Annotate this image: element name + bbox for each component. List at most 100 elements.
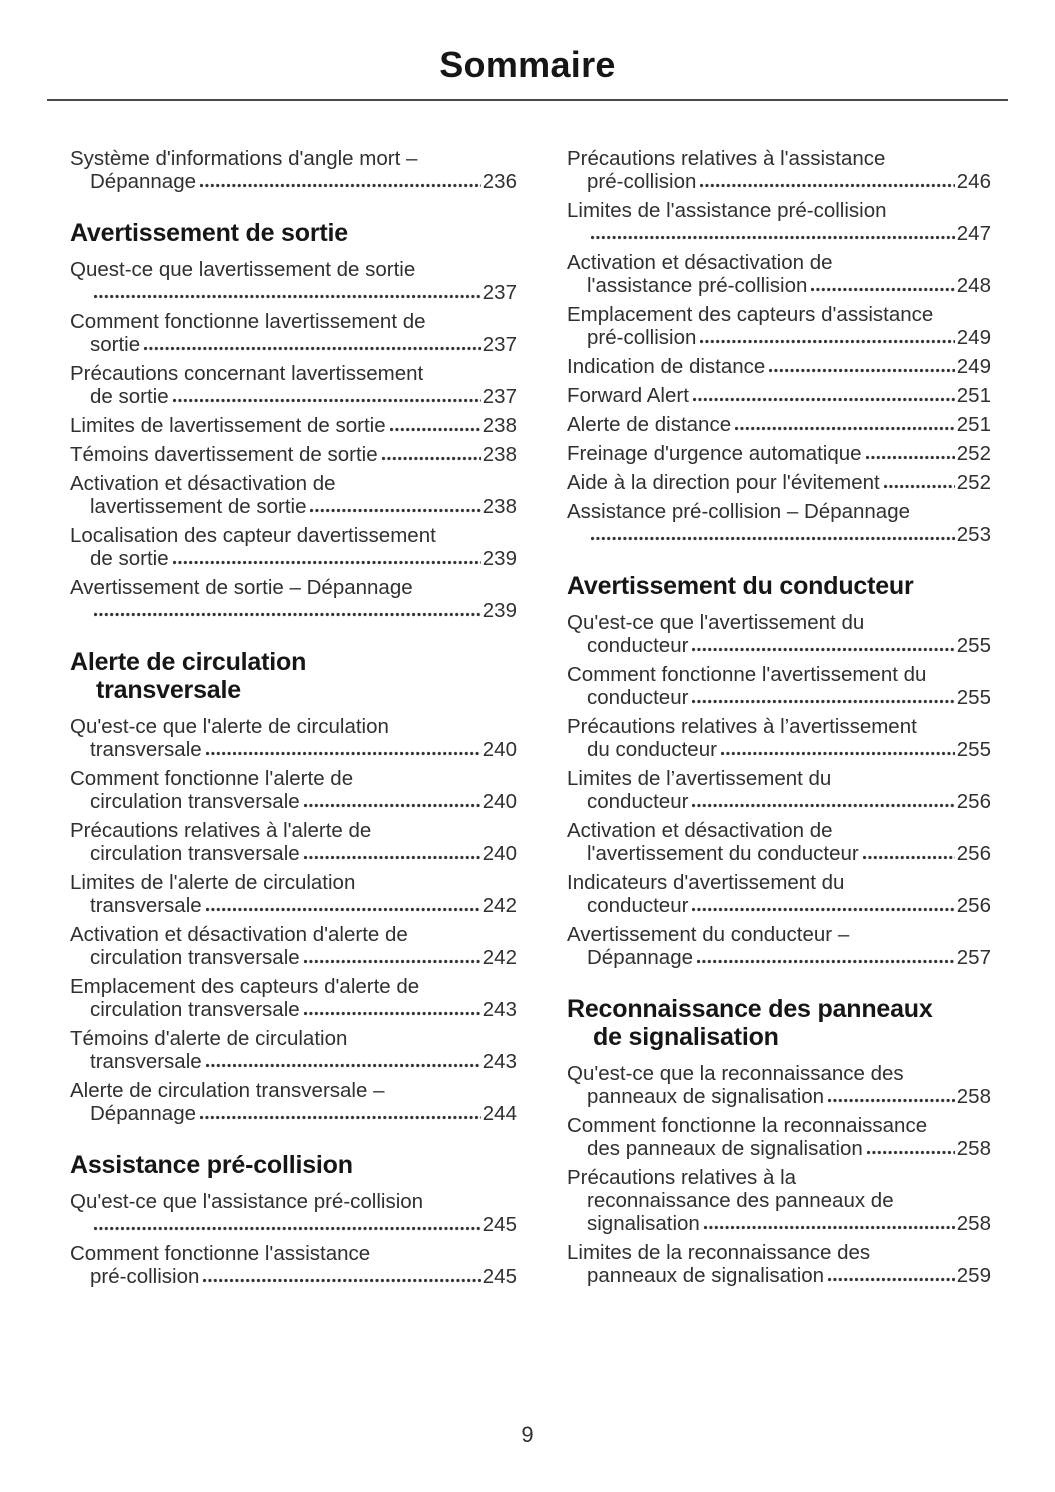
toc-entry-line: Activation et désactivation de <box>70 472 336 495</box>
toc-column-right: Précautions relatives à l'assistance pré-… <box>567 147 991 1294</box>
toc-entry[interactable]: Freinage d'urgence automatique 252 <box>567 442 991 465</box>
section-heading: Alerte de circulation transversale <box>70 648 517 704</box>
toc-entry[interactable]: Activation et désactivation de l'assistan… <box>567 251 991 297</box>
toc-entry-line: Limites de lavertissement de sortie 238 <box>70 414 517 437</box>
dot-leader <box>700 337 955 346</box>
toc-entry[interactable]: Précautions relatives à la reconnaissance… <box>567 1166 991 1235</box>
toc-entry[interactable]: Activation et désactivation d'alerte de c… <box>70 923 517 969</box>
toc-entry[interactable]: Aide à la direction pour l'évitement 252 <box>567 471 991 494</box>
entry-title: panneaux de signalisation <box>587 1085 825 1108</box>
toc-entry[interactable]: Localisation des capteur davertissement d… <box>70 524 517 570</box>
toc-entry[interactable]: Qu'est-ce que l'avertissement du conducte… <box>567 611 991 657</box>
dot-leader <box>172 558 481 567</box>
dot-leader <box>205 905 481 914</box>
toc-entry-line: Comment fonctionne lavertissement de <box>70 310 426 333</box>
entry-title: transversale <box>90 738 202 761</box>
entry-title: lavertissement de sortie <box>90 495 307 518</box>
toc-entry[interactable]: Forward Alert 251 <box>567 384 991 407</box>
toc-entry[interactable]: Emplacement des capteurs d'alerte de circ… <box>70 975 517 1021</box>
toc-entry-line: l'assistance pré-collision 248 <box>567 274 991 297</box>
toc-entry[interactable]: Comment fonctionne lavertissement de sort… <box>70 310 517 356</box>
toc-entry[interactable]: Précautions relatives à l’avertissement d… <box>567 715 991 761</box>
entry-title: Aide à la direction pour l'évitement <box>567 471 880 494</box>
toc-entry[interactable]: Précautions relatives à l'assistance pré-… <box>567 147 991 193</box>
entry-page-number: 252 <box>956 442 991 465</box>
toc-entry-line: Avertissement du conducteur – <box>567 923 850 946</box>
entry-page-number: 237 <box>482 333 517 356</box>
entry-page-number: 238 <box>482 414 517 437</box>
toc-entry-line: signalisation 258 <box>567 1212 991 1235</box>
entry-title: de sortie <box>90 385 169 408</box>
toc-entry-line: Indication de distance 249 <box>567 355 991 378</box>
entry-page-number: 239 <box>482 547 517 570</box>
toc-entry[interactable]: Limites de l'alerte de circulation transv… <box>70 871 517 917</box>
toc-entry[interactable]: Comment fonctionne l'assistance pré-colli… <box>70 1242 517 1288</box>
dot-leader <box>205 1061 481 1070</box>
toc-entry-line: Avertissement de sortie – Dépannage <box>70 576 413 599</box>
entry-title: conducteur <box>587 790 689 813</box>
dot-leader <box>769 366 955 375</box>
entry-page-number: 247 <box>956 222 991 245</box>
toc-entry[interactable]: Qu'est-ce que l'assistance pré-collision… <box>70 1190 517 1236</box>
dot-leader <box>303 853 481 862</box>
toc-entry[interactable]: Assistance pré-collision – Dépannage 253 <box>567 500 991 546</box>
toc-entry-line: Localisation des capteur davertissement <box>70 524 436 547</box>
entry-title: Freinage d'urgence automatique <box>567 442 862 465</box>
toc-entry-line: Quest-ce que lavertissement de sortie <box>70 258 416 281</box>
toc-entry[interactable]: Qu'est-ce que l'alerte de circulation tra… <box>70 715 517 761</box>
toc-entry[interactable]: Témoins d'alerte de circulation transvers… <box>70 1027 517 1073</box>
entry-page-number: 252 <box>956 471 991 494</box>
toc-entry-line: circulation transversale 240 <box>70 842 517 865</box>
toc-entry[interactable]: Témoins davertissement de sortie 238 <box>70 443 517 466</box>
entry-title: Forward Alert <box>567 384 689 407</box>
toc-entry[interactable]: Précautions concernant lavertissement de … <box>70 362 517 408</box>
dot-leader <box>862 853 955 862</box>
toc-entry[interactable]: Limites de la reconnaissance des panneaux… <box>567 1241 991 1287</box>
toc-entry[interactable]: Précautions relatives à l'alerte de circu… <box>70 819 517 865</box>
toc-entry-line: Dépannage 257 <box>567 946 991 969</box>
toc-entry-line: Indicateurs d'avertissement du <box>567 871 845 894</box>
toc-entry[interactable]: Activation et désactivation de lavertisse… <box>70 472 517 518</box>
toc-entry[interactable]: Avertissement du conducteur – Dépannage 25… <box>567 923 991 969</box>
toc-entry[interactable]: Qu'est-ce que la reconnaissance des panne… <box>567 1062 991 1108</box>
dot-leader <box>692 801 955 810</box>
toc-entry-line: Système d'informations d'angle mort – <box>70 147 418 170</box>
toc-entry[interactable]: Comment fonctionne l'alerte de circulatio… <box>70 767 517 813</box>
toc-column-left: Système d'informations d'angle mort – Dép… <box>70 147 517 1294</box>
dot-leader <box>94 1224 481 1233</box>
entry-title: circulation transversale <box>90 842 300 865</box>
dot-leader <box>389 425 481 434</box>
toc-entry[interactable]: Indication de distance 249 <box>567 355 991 378</box>
entry-title: pré-collision <box>90 1265 200 1288</box>
toc-entry[interactable]: Indicateurs d'avertissement du conducteur… <box>567 871 991 917</box>
toc-entry[interactable]: Système d'informations d'angle mort – Dép… <box>70 147 517 193</box>
entry-title: pré-collision <box>587 170 697 193</box>
toc-entry[interactable]: Emplacement des capteurs d'assistance pré… <box>567 303 991 349</box>
toc-entry-line: conducteur 256 <box>567 790 991 813</box>
toc-entry-line: pré-collision 245 <box>70 1265 517 1288</box>
dot-leader <box>735 424 955 433</box>
entry-page-number: 258 <box>956 1137 991 1160</box>
toc-entry[interactable]: Alerte de distance 251 <box>567 413 991 436</box>
toc-entry[interactable]: Comment fonctionne l'avertissement du con… <box>567 663 991 709</box>
toc-entry-line: 237 <box>70 281 517 304</box>
section-heading-line: Avertissement du conducteur <box>567 572 914 600</box>
entry-page-number: 238 <box>482 443 517 466</box>
toc-entry-line: Freinage d'urgence automatique 252 <box>567 442 991 465</box>
toc-entry[interactable]: Comment fonctionne la reconnaissance des … <box>567 1114 991 1160</box>
page-title: Sommaire <box>439 44 616 85</box>
toc-entry-line: Qu'est-ce que l'alerte de circulation <box>70 715 389 738</box>
toc-entry[interactable]: Activation et désactivation de l'avertiss… <box>567 819 991 865</box>
toc-entry-line: Alerte de circulation transversale – <box>70 1079 385 1102</box>
entry-page-number: 246 <box>956 170 991 193</box>
toc-entry[interactable]: Limites de l'assistance pré-collision 247 <box>567 199 991 245</box>
entry-title: de sortie <box>90 547 169 570</box>
toc-entry[interactable]: Avertissement de sortie – Dépannage 239 <box>70 576 517 622</box>
toc-entry[interactable]: Limites de l’avertissement du conducteur 2… <box>567 767 991 813</box>
toc-entry[interactable]: Limites de lavertissement de sortie 238 <box>70 414 517 437</box>
toc-entry[interactable]: Alerte de circulation transversale – Dépa… <box>70 1079 517 1125</box>
entry-page-number: 251 <box>956 413 991 436</box>
toc-entry[interactable]: Quest-ce que lavertissement de sortie 237 <box>70 258 517 304</box>
toc-entry-line: conducteur 255 <box>567 634 991 657</box>
entry-title: conducteur <box>587 894 689 917</box>
